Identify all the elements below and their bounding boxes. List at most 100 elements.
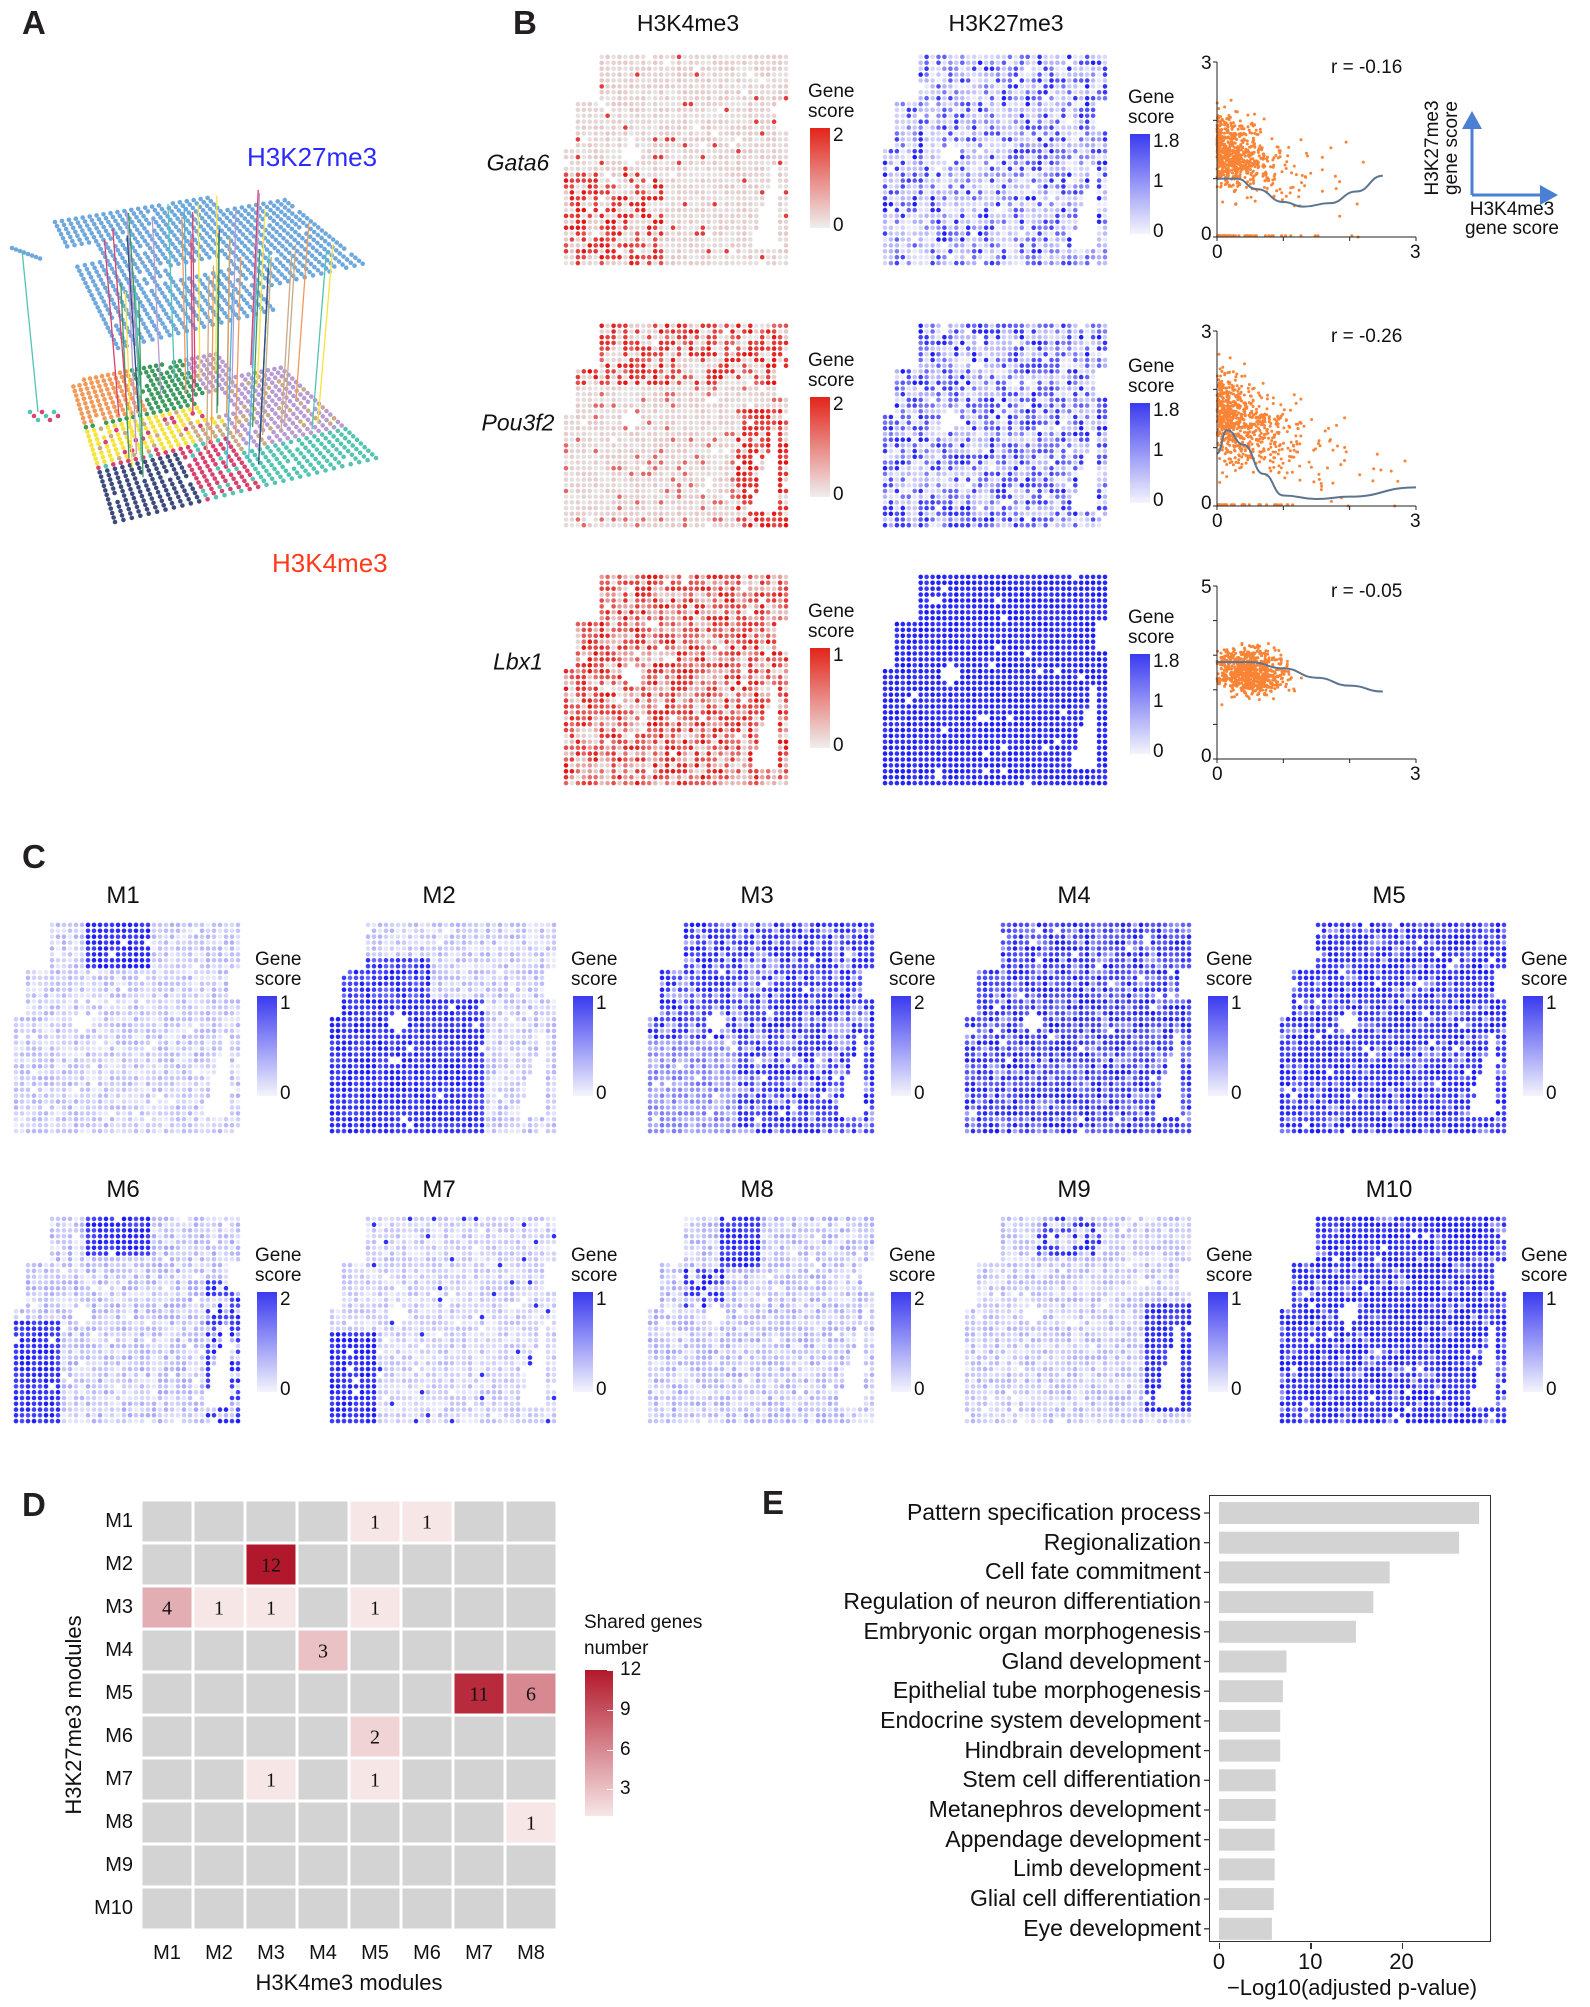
scatter-point: [1238, 135, 1242, 138]
spot: [700, 72, 706, 77]
spot: [894, 143, 900, 148]
spot: [1073, 54, 1078, 60]
spot: [116, 455, 122, 461]
spot: [718, 196, 723, 201]
spot: [906, 178, 912, 183]
spot: [1013, 184, 1019, 189]
spot: [103, 321, 109, 326]
spot: [1061, 90, 1066, 95]
spot: [159, 227, 164, 232]
spot: [147, 246, 153, 251]
spot: [268, 449, 273, 454]
spot: [247, 472, 253, 478]
spot: [918, 60, 923, 66]
spot: [658, 260, 664, 266]
spot: [942, 107, 947, 113]
spot: [765, 154, 771, 160]
spot: [1025, 254, 1030, 260]
spot: [706, 196, 711, 201]
spot: [611, 84, 616, 89]
spot: [718, 184, 723, 189]
spot: [110, 253, 115, 258]
spot: [318, 243, 324, 249]
spot: [989, 172, 995, 177]
spot: [599, 237, 604, 242]
spot: [80, 392, 85, 397]
spot: [1067, 66, 1072, 71]
spot: [163, 255, 168, 261]
spot: [712, 66, 717, 71]
spot: [629, 107, 634, 113]
spot: [611, 137, 616, 142]
spot: [84, 405, 90, 411]
spot: [1001, 260, 1007, 266]
scatter-point: [1246, 167, 1250, 171]
spot: [712, 148, 717, 154]
spot: [718, 90, 723, 95]
spot: [1096, 90, 1102, 95]
spot: [141, 365, 147, 371]
spot: [900, 131, 906, 136]
spot: [1096, 213, 1102, 219]
spot: [117, 384, 123, 390]
spot: [1025, 190, 1030, 195]
spot: [906, 196, 912, 201]
spot: [682, 196, 688, 201]
spot: [971, 95, 977, 101]
spot: [960, 113, 965, 119]
scatter-point: [1238, 124, 1242, 128]
spot: [629, 207, 634, 213]
spot: [244, 288, 249, 294]
spot: [115, 413, 121, 418]
spot: [948, 225, 953, 230]
spot: [98, 277, 104, 283]
spot: [641, 260, 646, 266]
spot: [283, 422, 288, 428]
spot: [250, 242, 255, 247]
spot: [930, 143, 935, 148]
spot: [581, 249, 587, 254]
spot: [748, 119, 753, 124]
spot: [971, 125, 977, 130]
spot: [315, 225, 321, 230]
3d-layer-diagram: [9, 189, 379, 525]
spot: [1067, 249, 1072, 254]
spot: [366, 448, 371, 454]
spot: [694, 148, 700, 154]
link-line: [317, 244, 334, 424]
spot: [289, 476, 295, 481]
spot: [641, 160, 646, 166]
spot: [1067, 90, 1072, 95]
spot: [239, 391, 245, 397]
spot: [161, 375, 166, 381]
spot: [198, 244, 203, 250]
spot: [611, 119, 616, 124]
spot: [125, 293, 130, 299]
spot: [159, 498, 165, 504]
spot: [936, 178, 941, 183]
spot: [617, 125, 622, 130]
spot: [682, 207, 688, 213]
spot: [1055, 213, 1060, 219]
spot: [581, 225, 587, 230]
spot: [1102, 196, 1108, 201]
spot: [736, 113, 741, 119]
spot: [569, 249, 575, 254]
spot: [930, 237, 935, 242]
spot: [298, 419, 303, 424]
spot: [777, 178, 783, 183]
spot: [327, 234, 332, 239]
spot: [1102, 166, 1108, 172]
spot: [247, 258, 253, 264]
spot: [983, 213, 989, 219]
spot: [219, 386, 225, 392]
spot: [129, 515, 135, 521]
spot: [262, 441, 267, 446]
scatter-point: [1259, 130, 1263, 134]
spot: [971, 101, 977, 107]
spot: [670, 219, 676, 225]
scatter-point: [1223, 105, 1227, 109]
spot: [192, 490, 198, 496]
spot: [170, 448, 176, 454]
spot: [688, 95, 694, 101]
